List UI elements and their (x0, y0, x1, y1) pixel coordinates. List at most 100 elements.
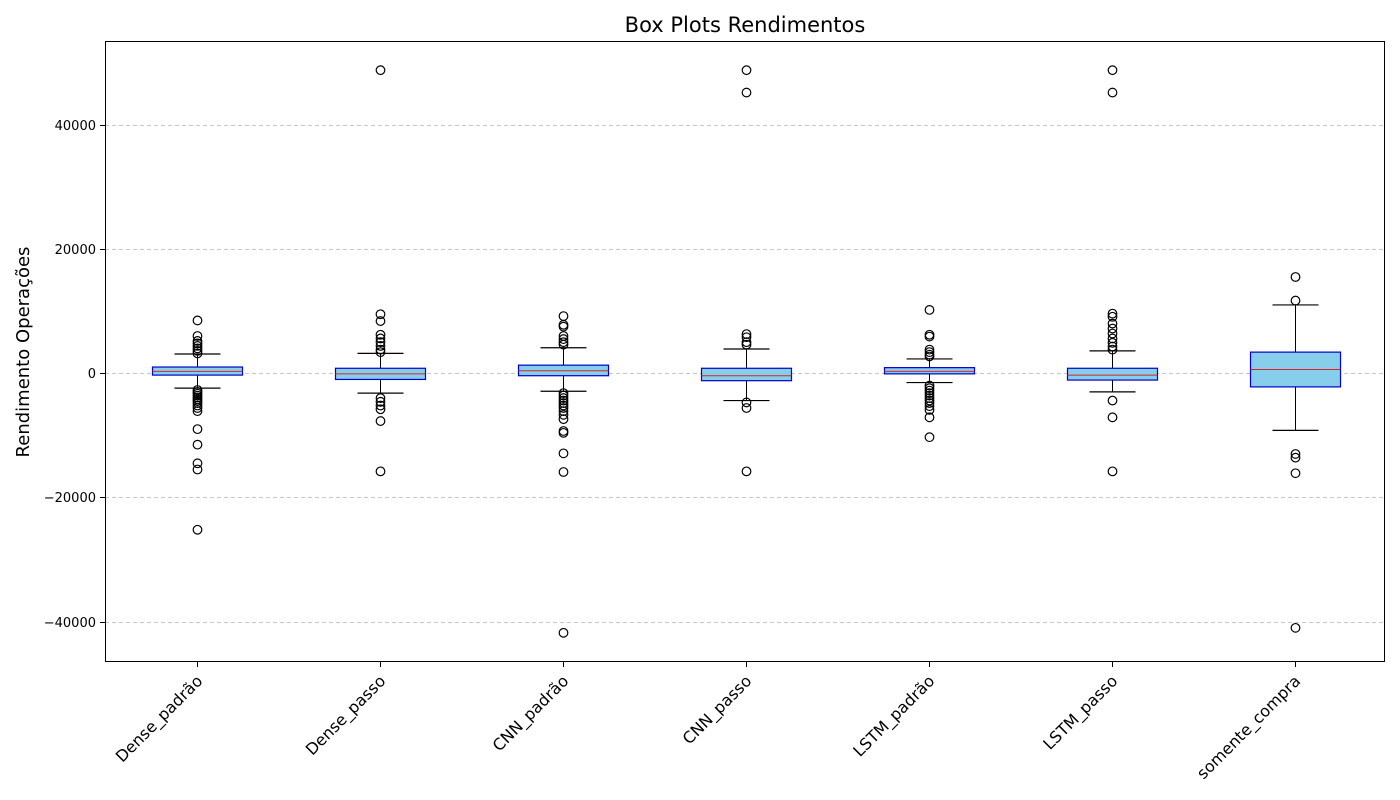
outlier-point (558, 627, 569, 638)
outlier-point (375, 337, 386, 348)
outlier-point (1107, 328, 1118, 339)
outlier-point (924, 432, 935, 443)
x-axis: Dense_padrão Dense_passo CNN_padrão CNN_pas… (112, 662, 1305, 783)
outlier-point (192, 400, 203, 411)
outlier-point (741, 337, 752, 348)
box-iqr (883, 367, 976, 375)
outlier-point (375, 309, 386, 320)
outlier-point (924, 412, 935, 423)
outlier-point (1107, 344, 1118, 355)
outlier-point (1107, 395, 1118, 406)
y-axis: −40000 −20000 0 20000 40000 (44, 119, 105, 631)
outlier-point (924, 398, 935, 408)
outlier-point (192, 406, 203, 417)
box-group (517, 311, 610, 638)
y-tick-label: −20000 (44, 491, 96, 506)
outlier-point (924, 351, 935, 362)
y-axis-label: Rendimento Operações (13, 247, 34, 458)
outlier-point (741, 332, 752, 343)
outlier-point (924, 347, 935, 358)
outlier-point (192, 458, 203, 469)
outlier-point (558, 403, 569, 413)
outlier-point (924, 383, 935, 394)
outlier-point (1107, 341, 1118, 352)
outlier-point (924, 395, 935, 406)
outlier-point (924, 388, 935, 399)
outlier-point (741, 466, 752, 477)
outlier-point (192, 338, 203, 349)
outlier-point (558, 400, 569, 411)
outlier-point (375, 404, 386, 415)
outlier-point (558, 467, 569, 477)
outlier-point (192, 345, 203, 356)
outlier-point (558, 390, 569, 401)
outlier-point (558, 393, 569, 403)
outlier-point (375, 400, 386, 411)
box-group (1066, 65, 1159, 477)
chart-title: Box Plots Rendimentos (625, 13, 866, 37)
outlier-point (192, 331, 203, 341)
outlier-point (924, 390, 935, 401)
outlier-point (924, 331, 935, 342)
outlier-point (924, 380, 935, 391)
outlier-point (558, 414, 569, 425)
outlier-point (375, 393, 386, 403)
x-tick-label: CNN_passo (679, 671, 756, 748)
box-group (151, 315, 244, 535)
outlier-point (924, 401, 935, 412)
box-group (334, 65, 427, 477)
outlier-point (741, 339, 752, 350)
x-tick-label: Dense_passo (302, 671, 390, 759)
outlier-point (192, 348, 203, 359)
outlier-point (924, 404, 935, 415)
outlier-point (192, 524, 203, 535)
outlier-point (375, 347, 386, 358)
box-iqr (700, 367, 793, 382)
outlier-point (741, 65, 752, 76)
outlier-point (1290, 468, 1301, 479)
outlier-point (375, 344, 386, 355)
outlier-point (1290, 449, 1301, 459)
outlier-point (1107, 318, 1118, 329)
outlier-point (924, 344, 935, 355)
outlier-point (192, 439, 203, 450)
outlier-point (1107, 323, 1118, 334)
outlier-point (558, 427, 569, 438)
outlier-point (1107, 311, 1118, 322)
outlier-point (192, 343, 203, 354)
outlier-point (192, 424, 203, 435)
outlier-point (1107, 412, 1118, 423)
outlier-point (192, 336, 203, 346)
outlier-point (375, 329, 386, 340)
outlier-point (192, 341, 203, 351)
outlier-point (1290, 622, 1301, 633)
outlier-point (558, 321, 569, 332)
x-tick-label: Dense_padrão (112, 671, 207, 766)
outlier-point (1107, 65, 1118, 76)
x-tick-label: LSTM_padrão (849, 671, 939, 761)
outlier-point (558, 337, 569, 348)
outlier-point (1107, 337, 1118, 348)
box-group (1249, 272, 1342, 633)
outlier-point (1107, 308, 1118, 319)
outlier-point (192, 464, 203, 475)
outlier-point (558, 388, 569, 399)
plot-frame (105, 41, 1385, 662)
y-tick-label: −40000 (44, 616, 96, 631)
outlier-point (1290, 452, 1301, 463)
outlier-point (192, 315, 203, 326)
outlier-point (1290, 295, 1301, 306)
outlier-point (1290, 272, 1301, 282)
outlier-point (375, 416, 386, 426)
outlier-point (741, 397, 752, 408)
box-iqr (1066, 367, 1159, 381)
outlier-point (924, 304, 935, 315)
outlier-point (1107, 87, 1118, 98)
x-tick-label: LSTM_passo (1039, 671, 1122, 754)
outlier-point (741, 87, 752, 98)
outlier-point (924, 385, 935, 396)
outlier-point (375, 65, 386, 76)
outlier-point (375, 341, 386, 351)
box-group (883, 304, 976, 443)
